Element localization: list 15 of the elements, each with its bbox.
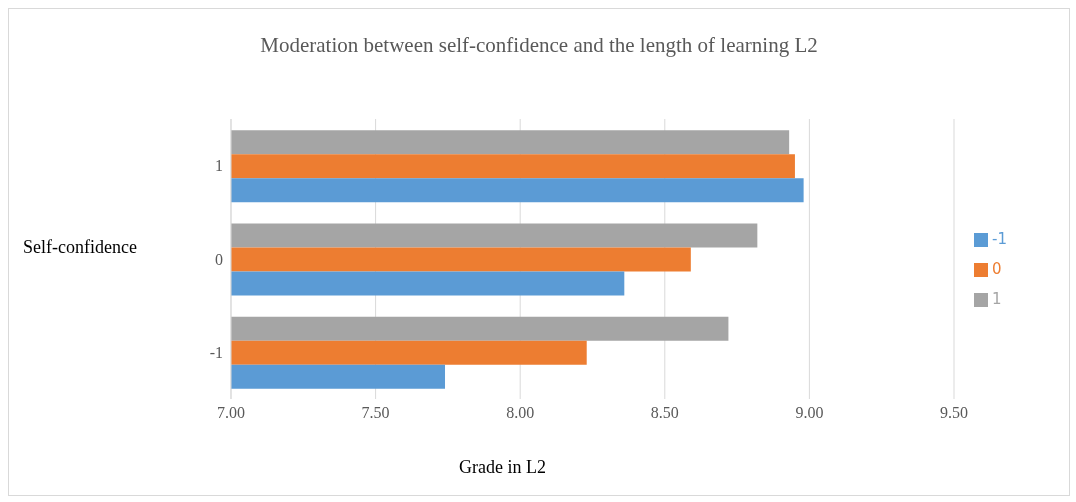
y-tick-label: 0 [215,250,223,268]
legend-label: 0 [992,260,1002,278]
y-tick-label: 1 [215,157,223,175]
x-axis-title: Grade in L2 [459,457,546,478]
x-tick-label: 7.50 [361,404,390,422]
y-tick-label: -1 [209,344,223,362]
x-tick-label: 7.00 [217,404,245,422]
x-tick-label: 8.50 [650,404,679,422]
chart-title: Moderation between self-confidence and the length of learning L2 [259,33,819,58]
x-tick-label: 8.00 [506,404,535,422]
legend-label: -1 [992,230,1007,248]
x-tick-label: 9.50 [940,404,968,422]
x-tick-label: 9.00 [795,404,824,422]
y-axis-title: Self-confidence [23,237,137,258]
legend-label: 1 [992,290,1002,308]
